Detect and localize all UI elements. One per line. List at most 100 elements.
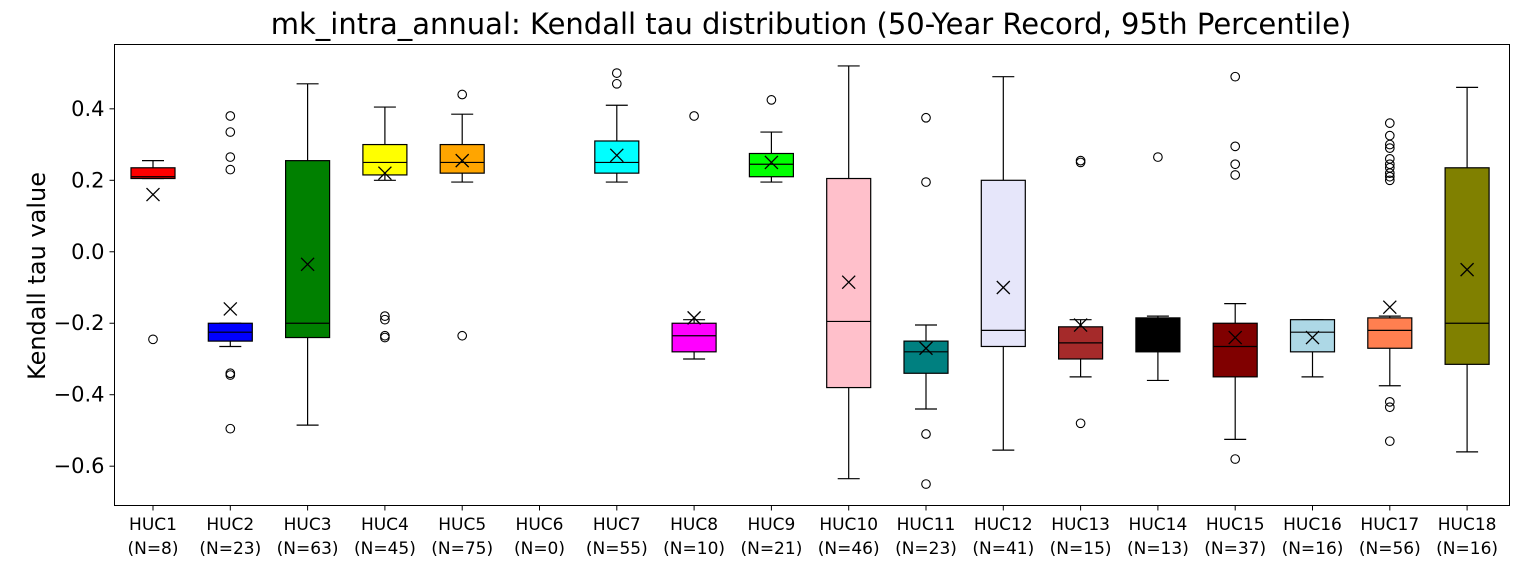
x-tick-count: (N=21) — [740, 539, 802, 559]
box — [903, 340, 949, 374]
y-tick-label: 0.2 — [71, 168, 104, 192]
outlier-point — [1230, 71, 1241, 82]
mean-marker — [377, 166, 392, 181]
box — [748, 152, 795, 178]
mean-marker — [996, 280, 1011, 295]
outlier-point — [380, 332, 390, 343]
mean-marker — [455, 153, 470, 168]
x-tick-count: (N=75) — [431, 539, 493, 559]
x-tick-label: HUC16 — [1283, 515, 1342, 535]
x-tick-label: HUC14 — [1129, 515, 1188, 535]
outlier-point — [1384, 436, 1395, 447]
x-tick-count: (N=13) — [1127, 539, 1189, 559]
y-tick-label: 0.0 — [71, 240, 104, 264]
outlier-point — [1384, 130, 1395, 141]
plot-frame — [114, 44, 1510, 506]
mean-marker — [1228, 330, 1243, 345]
y-tick-label: −0.2 — [54, 311, 105, 335]
mean-marker — [1073, 318, 1088, 332]
outlier-point — [611, 78, 622, 89]
outlier-point — [380, 314, 390, 325]
outlier-point — [225, 164, 236, 175]
mean-marker — [146, 187, 160, 202]
chart-title: mk_intra_annual: Kendall tau distributio… — [271, 7, 1352, 41]
x-tick-label: HUC2 — [206, 515, 254, 535]
x-tick-count: (N=23) — [895, 539, 957, 559]
outlier-point — [1384, 171, 1395, 182]
outlier-point — [1153, 152, 1163, 162]
box — [1367, 317, 1413, 349]
y-tick-label: 0.4 — [71, 97, 104, 121]
x-tick-label: HUC1 — [129, 515, 177, 535]
box — [439, 143, 485, 174]
x-tick-count: (N=10) — [663, 539, 725, 559]
x-tick-count: (N=15) — [1050, 539, 1112, 559]
mean-marker — [300, 257, 315, 272]
outlier-point — [1384, 139, 1395, 150]
x-tick-count: (N=37) — [1204, 539, 1266, 559]
x-tick-label: HUC8 — [670, 515, 718, 535]
x-tick-count: (N=55) — [586, 539, 648, 559]
outlier-point — [148, 334, 158, 345]
box — [130, 167, 176, 180]
x-tick-count: (N=45) — [354, 539, 416, 559]
outlier-point — [225, 370, 236, 380]
plot-area: 0.4 0.2 0.0 −0.2 −0.4 −0.6 HUC1 (N=8) HUC2 (N=23)… — [54, 65, 1498, 559]
outlier-point — [1384, 168, 1395, 179]
x-tick-count: (N=41) — [972, 539, 1034, 559]
x-tick-label: HUC10 — [819, 515, 878, 535]
outlier-point — [1230, 170, 1241, 180]
outlier-point — [1384, 143, 1395, 153]
outlier-point — [1075, 157, 1086, 168]
mean-marker — [1305, 330, 1320, 345]
x-tick-label: HUC13 — [1051, 515, 1110, 535]
box — [594, 140, 640, 174]
mean-marker — [609, 148, 624, 163]
outlier-point — [225, 111, 236, 121]
outlier-point — [1075, 418, 1086, 429]
outlier-point — [457, 330, 468, 341]
outlier-point — [766, 95, 777, 105]
box — [671, 322, 717, 353]
outlier-point — [225, 152, 236, 162]
x-tick-label: HUC9 — [747, 515, 795, 535]
x-tick-count: (N=0) — [514, 539, 565, 559]
outlier-point — [1230, 141, 1241, 152]
mean-marker — [919, 341, 933, 356]
x-tick-label: HUC7 — [593, 515, 641, 535]
x-tick-label: HUC5 — [438, 515, 486, 535]
x-tick-count: (N=8) — [127, 539, 178, 559]
x-tick-label: HUC12 — [974, 515, 1033, 535]
mean-marker — [1150, 327, 1165, 341]
x-tick-count: (N=16) — [1282, 539, 1344, 559]
outlier-point — [1384, 118, 1395, 128]
outlier-point — [921, 177, 931, 187]
box — [1444, 167, 1490, 365]
x-tick-label: HUC6 — [516, 515, 564, 535]
y-tick-label: −0.6 — [54, 454, 105, 478]
box — [285, 160, 331, 339]
mean-marker — [1382, 300, 1397, 315]
x-tick-count: (N=46) — [818, 539, 880, 559]
x-tick-label: HUC15 — [1206, 515, 1265, 535]
outlier-point — [225, 423, 236, 434]
y-tick-label: −0.4 — [54, 383, 105, 407]
x-tick-label: HUC17 — [1360, 515, 1419, 535]
mean-marker — [687, 310, 702, 325]
outlier-point — [1230, 454, 1241, 464]
outlier-point — [457, 89, 468, 100]
x-tick-count: (N=23) — [199, 539, 261, 559]
mean-marker — [764, 155, 779, 170]
outlier-point — [689, 111, 699, 121]
outlier-point — [380, 311, 390, 321]
x-tick-label: HUC4 — [361, 515, 409, 535]
x-tick-count: (N=63) — [277, 539, 339, 559]
mean-marker — [841, 275, 856, 290]
box — [362, 143, 408, 176]
mean-marker — [223, 301, 238, 316]
outlier-point — [1384, 175, 1395, 186]
outlier-point — [921, 429, 931, 439]
box — [980, 179, 1026, 348]
mean-marker — [1460, 262, 1475, 277]
